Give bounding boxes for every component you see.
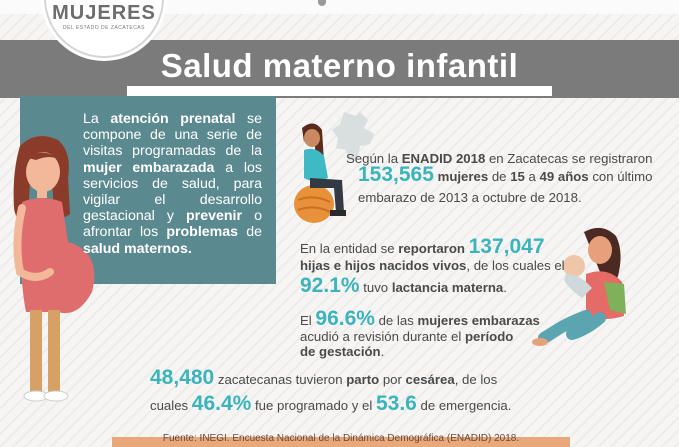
text-run: tuvo <box>359 280 392 295</box>
mother-baby-illustration <box>532 227 626 346</box>
text-run: En la entidad se <box>300 241 399 256</box>
text-bold: atención prenatal <box>110 111 236 127</box>
text-bold: cesárea <box>405 372 455 387</box>
checkups-line-1: El 96.6% de las mujeres embarazas <box>300 307 540 330</box>
text-bold: parto <box>346 372 380 387</box>
source-bar <box>112 437 570 447</box>
enadid-line-2: 153,565 mujeres de 15 a 49 años con últi… <box>358 163 653 186</box>
text-bold: salud maternos. <box>83 240 192 257</box>
births-line-3: 92.1% tuvo lactancia materna. <box>300 274 507 297</box>
text-run: a <box>524 169 540 184</box>
text-bold: 49 años <box>539 169 589 184</box>
logo-word: MUJERES <box>52 2 156 24</box>
text-run: acudió a revisión durante el <box>300 329 465 344</box>
text-run: . <box>503 280 507 295</box>
text-run: con último <box>588 169 653 184</box>
text-bold: lactancia materna <box>391 280 504 295</box>
text-run: en Zacatecas se registraron <box>485 151 653 166</box>
text-run: o afrontar los <box>83 208 262 241</box>
text-run: de las <box>374 313 418 328</box>
page-title: Salud materno infantil <box>160 47 519 84</box>
logo-subtitle: DEL ESTADO DE ZACATECAS <box>63 25 145 31</box>
text-run: de <box>488 169 511 184</box>
text-bold: ENADID 2018 <box>401 151 486 166</box>
text-run: por <box>379 372 406 387</box>
births-line-1: En la entidad se reportaron 137,047 <box>300 235 545 258</box>
text-run: zacatecanas tuvieron <box>214 372 347 387</box>
text-bold: de gestación <box>300 344 381 359</box>
text-run: , de los <box>454 372 498 387</box>
text-run: , de los cuales el <box>466 258 565 273</box>
stat-percent: 46.4% <box>191 392 252 415</box>
text-run: cuales <box>150 398 192 413</box>
enadid-line-3: embarazo de 2013 a octubre de 2018. <box>358 190 582 205</box>
checkups-line-3: de gestación. <box>300 343 384 360</box>
source-text: Fuente: INEGI. Encuesta Nacional de la D… <box>162 433 520 444</box>
text-run: fue programado y el <box>251 398 376 413</box>
cesarea-line-2: cuales 46.4% fue programado y el 53.6 de… <box>150 392 512 415</box>
prenatal-text: La atención prenatal se compone de una s… <box>83 111 262 257</box>
text-run: El <box>300 313 316 328</box>
woman-on-ball-illustration <box>294 123 346 223</box>
text-run: a los servicios de salud, para vigilar e… <box>83 159 262 225</box>
text-bold: prevenir <box>186 208 243 225</box>
text-run: de emergencia. <box>416 398 512 413</box>
text-bold: hijas e hijos nacidos vivos <box>300 258 467 273</box>
text-bold: mujeres <box>437 169 489 184</box>
text-run: . <box>380 344 385 359</box>
stat-percent: 53.6 <box>375 392 417 415</box>
zacatecas-map-icon <box>332 112 374 160</box>
stat-number: 48,480 <box>150 366 215 389</box>
text-run: Según la <box>346 151 402 166</box>
top-decoration <box>318 0 326 6</box>
text-bold: período <box>464 329 514 344</box>
top-strip <box>0 0 679 14</box>
stat-number: 153,565 <box>358 163 434 186</box>
text-bold: mujer embarazada <box>83 159 215 176</box>
title-underline <box>127 86 552 96</box>
stat-number: 137,047 <box>468 235 545 258</box>
text-bold: 15 <box>510 169 525 184</box>
text-bold: problemas <box>166 224 239 241</box>
cesarea-line-1: 48,480 zacatecanas tuvieron parto por ce… <box>150 366 498 389</box>
pregnant-woman-illustration <box>13 136 95 402</box>
checkups-line-2: acudió a revisión durante el período <box>300 328 513 345</box>
enadid-line-1: Según la ENADID 2018 en Zacatecas se reg… <box>346 150 652 167</box>
text-run: se compone de una serie de visitas progr… <box>83 111 262 160</box>
births-line-2: hijas e hijos nacidos vivos, de los cual… <box>300 257 565 274</box>
text-run: La <box>83 111 111 127</box>
stat-percent: 96.6% <box>315 307 375 330</box>
text-bold: reportaron <box>398 241 465 256</box>
text-run: de <box>238 224 262 241</box>
text-bold: mujeres embarazas <box>417 313 540 328</box>
stat-percent: 92.1% <box>300 274 360 297</box>
